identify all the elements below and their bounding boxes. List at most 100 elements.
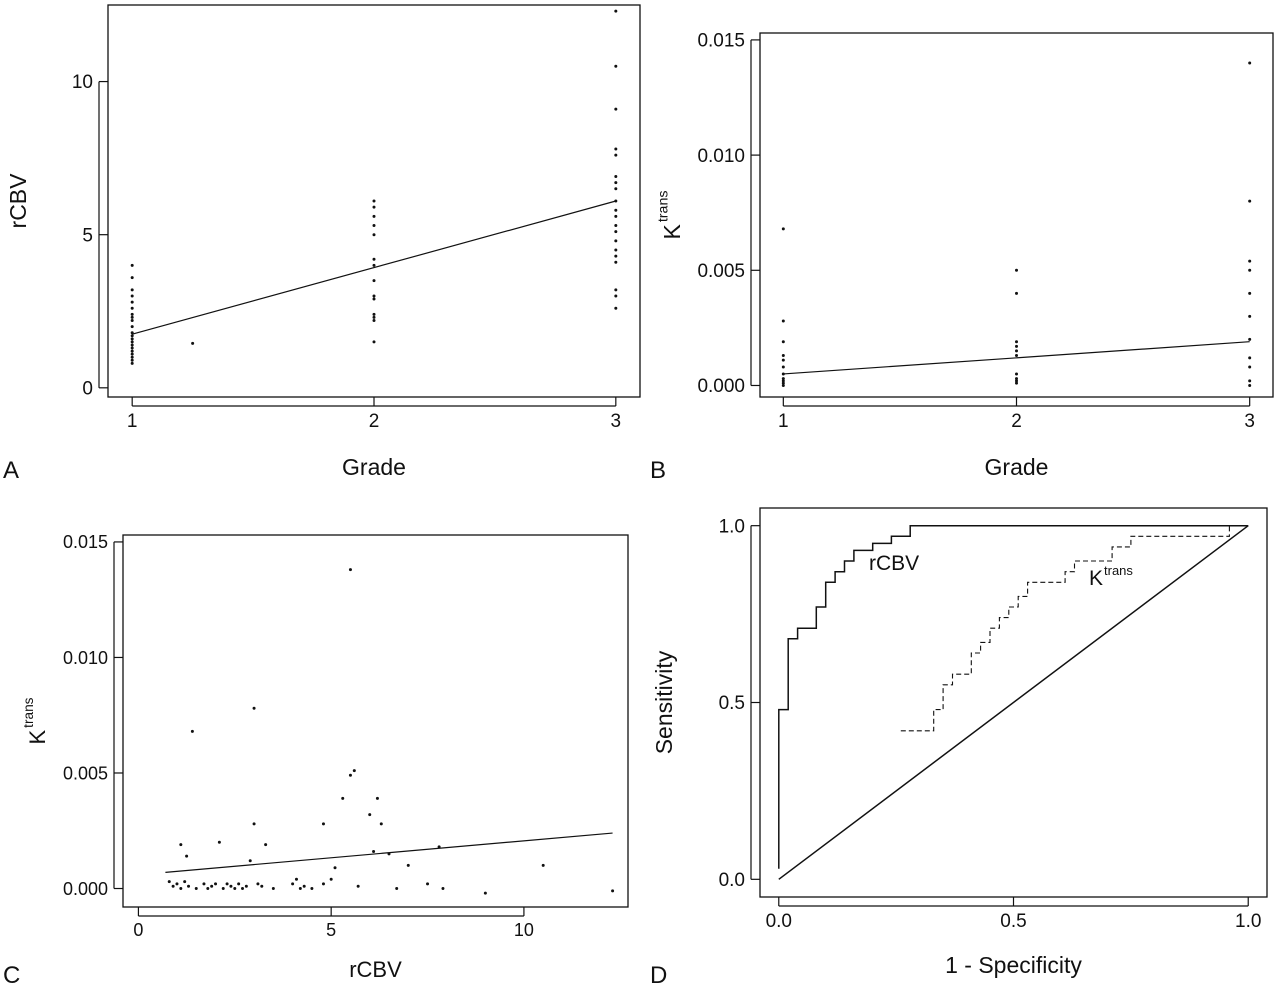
data-point <box>130 346 134 350</box>
y-tick-label: 0.005 <box>63 763 108 783</box>
data-point <box>210 884 214 888</box>
data-point <box>333 866 337 870</box>
data-point <box>395 887 399 891</box>
data-point <box>130 263 134 267</box>
regression-line <box>132 200 616 335</box>
data-point <box>375 796 379 800</box>
x-tick-label: 1 <box>778 411 789 432</box>
data-point <box>1248 379 1252 383</box>
y-axis-label-superscript: trans <box>655 190 671 222</box>
data-point <box>781 340 785 344</box>
data-point <box>781 383 785 387</box>
data-point <box>185 854 189 858</box>
x-tick-label: 10 <box>514 920 534 940</box>
data-point <box>130 325 134 329</box>
data-point <box>271 887 275 891</box>
data-point <box>130 318 134 322</box>
data-point <box>171 884 175 888</box>
data-point <box>1015 379 1018 383</box>
x-tick-label: 0.0 <box>766 911 792 932</box>
plot-frame <box>122 534 629 908</box>
data-point <box>541 863 545 867</box>
data-point <box>130 343 134 347</box>
x-tick-label: 3 <box>1244 411 1255 432</box>
data-point <box>781 381 785 385</box>
data-point <box>244 884 248 888</box>
data-point <box>1248 268 1252 272</box>
data-point <box>781 365 785 369</box>
y-tick-label: 0.005 <box>697 261 745 282</box>
data-point <box>781 319 785 323</box>
data-point <box>1248 365 1252 369</box>
data-point <box>167 880 171 884</box>
data-point <box>356 884 360 888</box>
data-point <box>225 882 229 886</box>
data-point <box>781 354 785 358</box>
data-point <box>341 796 345 800</box>
data-point <box>329 877 333 881</box>
data-point <box>1248 291 1252 295</box>
data-point <box>614 224 618 227</box>
data-point <box>781 227 785 231</box>
data-point <box>321 822 325 826</box>
x-tick-label: 5 <box>326 920 336 940</box>
x-axis-label: 1 - Specificity <box>945 952 1082 978</box>
data-point <box>260 884 264 888</box>
data-point <box>483 891 487 895</box>
data-point <box>233 887 237 891</box>
x-tick-label: 0 <box>133 920 143 940</box>
data-point <box>614 288 618 292</box>
data-point <box>130 337 134 341</box>
data-point <box>614 294 618 298</box>
data-point <box>611 889 615 893</box>
y-tick-label: 5 <box>82 225 93 246</box>
data-point <box>372 233 376 237</box>
panel-A: 1 2 3 0 5 10 Grade rCBV A <box>3 4 641 484</box>
data-point <box>1015 344 1018 348</box>
data-point <box>1015 291 1018 295</box>
data-point <box>291 882 295 886</box>
data-point <box>1015 377 1018 381</box>
data-point <box>1015 381 1018 385</box>
data-point <box>781 379 785 383</box>
data-point <box>194 887 198 891</box>
data-point <box>614 254 618 258</box>
data-point <box>406 863 410 867</box>
data-point <box>372 224 376 227</box>
data-point <box>1248 259 1252 263</box>
data-point <box>426 882 430 886</box>
data-point <box>241 887 245 891</box>
data-point <box>372 294 376 298</box>
x-axis-label: Grade <box>342 454 406 480</box>
x-tick-label: 1.0 <box>1235 911 1261 932</box>
data-point <box>214 882 218 886</box>
data-point <box>1015 268 1018 272</box>
data-point <box>190 729 194 733</box>
data-point <box>252 706 256 710</box>
data-point <box>614 64 618 68</box>
panel-letter: A <box>3 457 19 484</box>
y-tick-label: 1.0 <box>719 516 745 537</box>
y-tick-label: 0.010 <box>63 648 108 668</box>
y-axis-label: Ktrans <box>655 190 685 239</box>
data-point <box>614 306 618 310</box>
data-point <box>130 334 134 338</box>
data-point <box>130 294 134 298</box>
data-point <box>614 230 618 234</box>
data-point <box>614 248 618 252</box>
data-point <box>321 882 325 886</box>
data-point <box>310 887 314 891</box>
regression-line <box>165 832 613 873</box>
y-tick-label: 0.5 <box>719 693 745 714</box>
panel-letter: B <box>650 457 666 484</box>
data-point <box>130 349 134 353</box>
panel-D: 0.0 0.5 1.0 0.0 0.5 1.0 1 - Specificity Sensiti… <box>650 507 1268 987</box>
data-point <box>372 850 376 854</box>
data-point <box>1015 340 1018 344</box>
y-tick-label: 0 <box>82 378 93 399</box>
x-tick-label: 2 <box>369 411 380 432</box>
chance-diagonal-line <box>778 525 1249 880</box>
data-point <box>614 187 618 191</box>
regression-line <box>783 341 1250 375</box>
